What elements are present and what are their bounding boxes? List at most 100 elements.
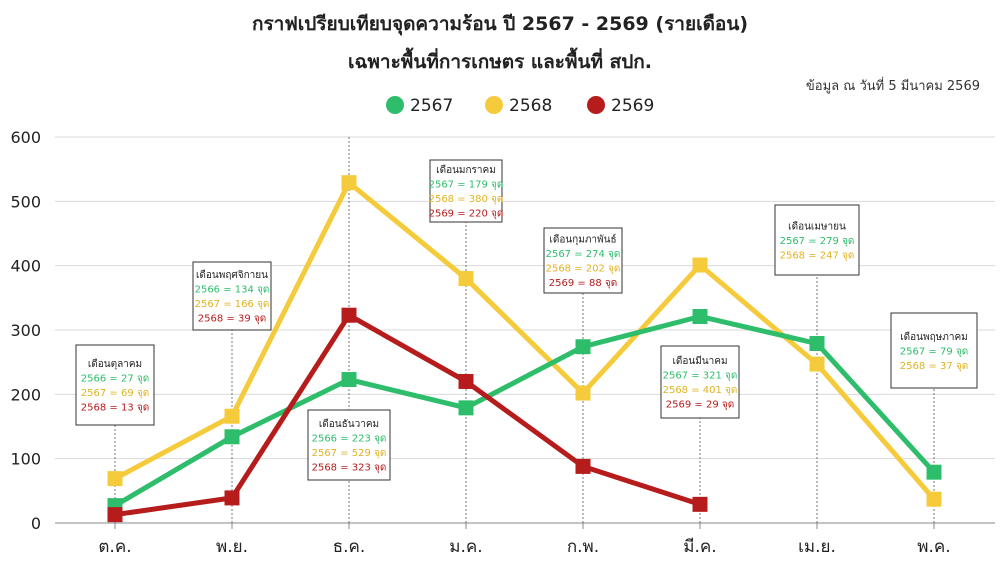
annotation-value: 2568 = 323 จุด	[312, 463, 387, 474]
legend: 2567 2568 2569	[386, 96, 654, 116]
annotation-value: 2567 = 179 จุด	[429, 180, 504, 191]
annotation-frame	[75, 344, 155, 426]
data-point-2567	[692, 308, 708, 324]
data-point-2568	[926, 491, 942, 507]
annotation-frame	[429, 159, 503, 223]
data-point-2568	[341, 175, 357, 191]
annotation-value: 2566 = 223 จุด	[312, 434, 387, 445]
data-point-2567	[809, 336, 825, 352]
annotation-value: 2566 = 27 จุด	[81, 374, 149, 385]
annotation-title: เดือนธันวาคม	[319, 418, 379, 430]
chart-title: กราฟเปรียบเทียบจุดความร้อน ปี 2567 - 256…	[252, 13, 748, 36]
annotation-box: เดือนพฤษภาคม 2567 = 79 จุด 2568 = 37 จุด	[890, 312, 978, 389]
annotation-value: 2568 = 39 จุด	[198, 314, 266, 325]
x-tick-label: ธ.ค.	[333, 537, 366, 557]
series-lines	[107, 175, 942, 523]
x-tick-label: ก.พ.	[567, 537, 599, 557]
data-point-2568	[575, 385, 591, 401]
chart-subtitle: เฉพาะพื้นที่การเกษตร และพื้นที่ สปก.	[348, 47, 652, 73]
annotation-title: เดือนเมษายน	[788, 220, 846, 232]
annotation-frame	[890, 312, 978, 389]
annotation-title: เดือนมกราคม	[436, 164, 496, 176]
annotation-value: 2568 = 13 จุด	[81, 403, 149, 414]
y-tick-label: 600	[10, 128, 41, 147]
annotation-box: เดือนมกราคม 2567 = 179 จุด 2568 = 380 จุด 2…	[429, 159, 504, 223]
data-point-2568	[809, 356, 825, 372]
annotation-value: 2567 = 69 จุด	[81, 388, 149, 399]
data-point-2567	[458, 400, 474, 416]
y-tick-label: 100	[10, 450, 41, 469]
y-tick-label: 0	[31, 514, 41, 533]
y-axis: 0 100 200 300 400 500 600	[10, 128, 41, 533]
annotation-frame	[543, 227, 623, 294]
annotation-box: เดือนเมษายน 2567 = 279 จุด 2568 = 247 จุด	[774, 204, 860, 276]
x-tick-label: ต.ค.	[98, 537, 131, 557]
data-date-note: ข้อมูล ณ วันที่ 5 มีนาคม 2569	[806, 77, 980, 94]
annotation-value: 2567 = 279 จุด	[780, 236, 855, 247]
annotation-frame	[307, 409, 391, 481]
data-point-2567	[341, 372, 357, 388]
x-tick-label: พ.ย.	[216, 537, 248, 557]
y-tick-label: 400	[10, 257, 41, 276]
annotation-value: 2567 = 274 จุด	[546, 249, 621, 260]
annotation-value: 2569 = 220 จุด	[429, 209, 504, 220]
y-tick-label: 300	[10, 321, 41, 340]
data-point-2567	[575, 339, 591, 355]
annotation-title: เดือนพฤษภาคม	[900, 331, 967, 343]
data-point-2569	[458, 373, 474, 389]
legend-marker	[587, 96, 605, 114]
series-line-2567	[113, 313, 936, 508]
annotation-value: 2568 = 37 จุด	[900, 361, 968, 372]
series-line-2568	[113, 180, 936, 501]
annotation-value: 2568 = 401 จุด	[663, 385, 738, 396]
annotation-value: 2568 = 202 จุด	[546, 264, 621, 275]
data-point-2569	[692, 496, 708, 512]
annotation-title: เดือนพฤศจิกายน	[196, 269, 268, 281]
data-point-2568	[107, 471, 123, 487]
legend-label: 2569	[611, 96, 654, 116]
annotation-value: 2566 = 134 จุด	[195, 285, 270, 296]
annotation-frame	[774, 204, 860, 276]
data-point-2568	[458, 271, 474, 287]
data-point-2569	[107, 507, 123, 523]
x-tick-label: ม.ค.	[449, 537, 482, 557]
data-point-2569	[224, 490, 240, 506]
data-point-2568	[224, 408, 240, 424]
data-point-2568	[692, 257, 708, 273]
annotations: เดือนตุลาคม 2566 = 27 จุด 2567 = 69 จุด 256…	[75, 159, 978, 481]
annotation-title: เดือนตุลาคม	[88, 358, 142, 370]
annotation-value: 2567 = 79 จุด	[900, 346, 968, 357]
annotation-value: 2567 = 166 จุด	[195, 299, 270, 310]
data-point-2569	[341, 307, 357, 323]
annotation-box: เดือนพฤศจิกายน 2566 = 134 จุด 2567 = 166 จ…	[192, 261, 272, 331]
legend-label: 2567	[410, 96, 453, 116]
annotation-value: 2568 = 380 จุด	[429, 194, 504, 205]
data-point-2569	[575, 458, 591, 474]
annotation-title: เดือนกุมภาพันธ์	[549, 234, 616, 246]
annotation-frame	[660, 345, 740, 419]
annotation-frame	[192, 261, 272, 331]
annotation-value: 2568 = 247 จุด	[780, 250, 855, 261]
x-axis: ต.ค. พ.ย. ธ.ค. ม.ค. ก.พ. มี.ค. เม.ย. พ.ค.	[98, 523, 951, 557]
series-line-2569	[114, 312, 701, 518]
annotation-value: 2567 = 321 จุด	[663, 371, 738, 382]
annotation-value: 2569 = 88 จุด	[549, 278, 617, 289]
legend-marker	[386, 96, 404, 114]
annotation-value: 2567 = 529 จุด	[312, 448, 387, 459]
x-tick-label: พ.ค.	[917, 537, 950, 557]
legend-label: 2568	[509, 96, 552, 116]
annotation-box: เดือนมีนาคม 2567 = 321 จุด 2568 = 401 จุด 2…	[660, 345, 740, 419]
data-point-2567	[224, 429, 240, 445]
y-tick-label: 500	[10, 192, 41, 211]
annotation-title: เดือนมีนาคม	[672, 355, 727, 367]
annotation-box: เดือนตุลาคม 2566 = 27 จุด 2567 = 69 จุด 256…	[75, 344, 155, 426]
annotation-box: เดือนธันวาคม 2566 = 223 จุด 2567 = 529 จุด…	[307, 409, 391, 481]
y-tick-label: 200	[10, 385, 41, 404]
annotation-value: 2569 = 29 จุด	[666, 400, 734, 411]
data-point-2567	[926, 464, 942, 480]
legend-marker	[485, 96, 503, 114]
x-tick-label: มี.ค.	[683, 537, 716, 557]
x-tick-label: เม.ย.	[798, 537, 836, 557]
annotation-box: เดือนกุมภาพันธ์ 2567 = 274 จุด 2568 = 202 …	[543, 227, 623, 294]
